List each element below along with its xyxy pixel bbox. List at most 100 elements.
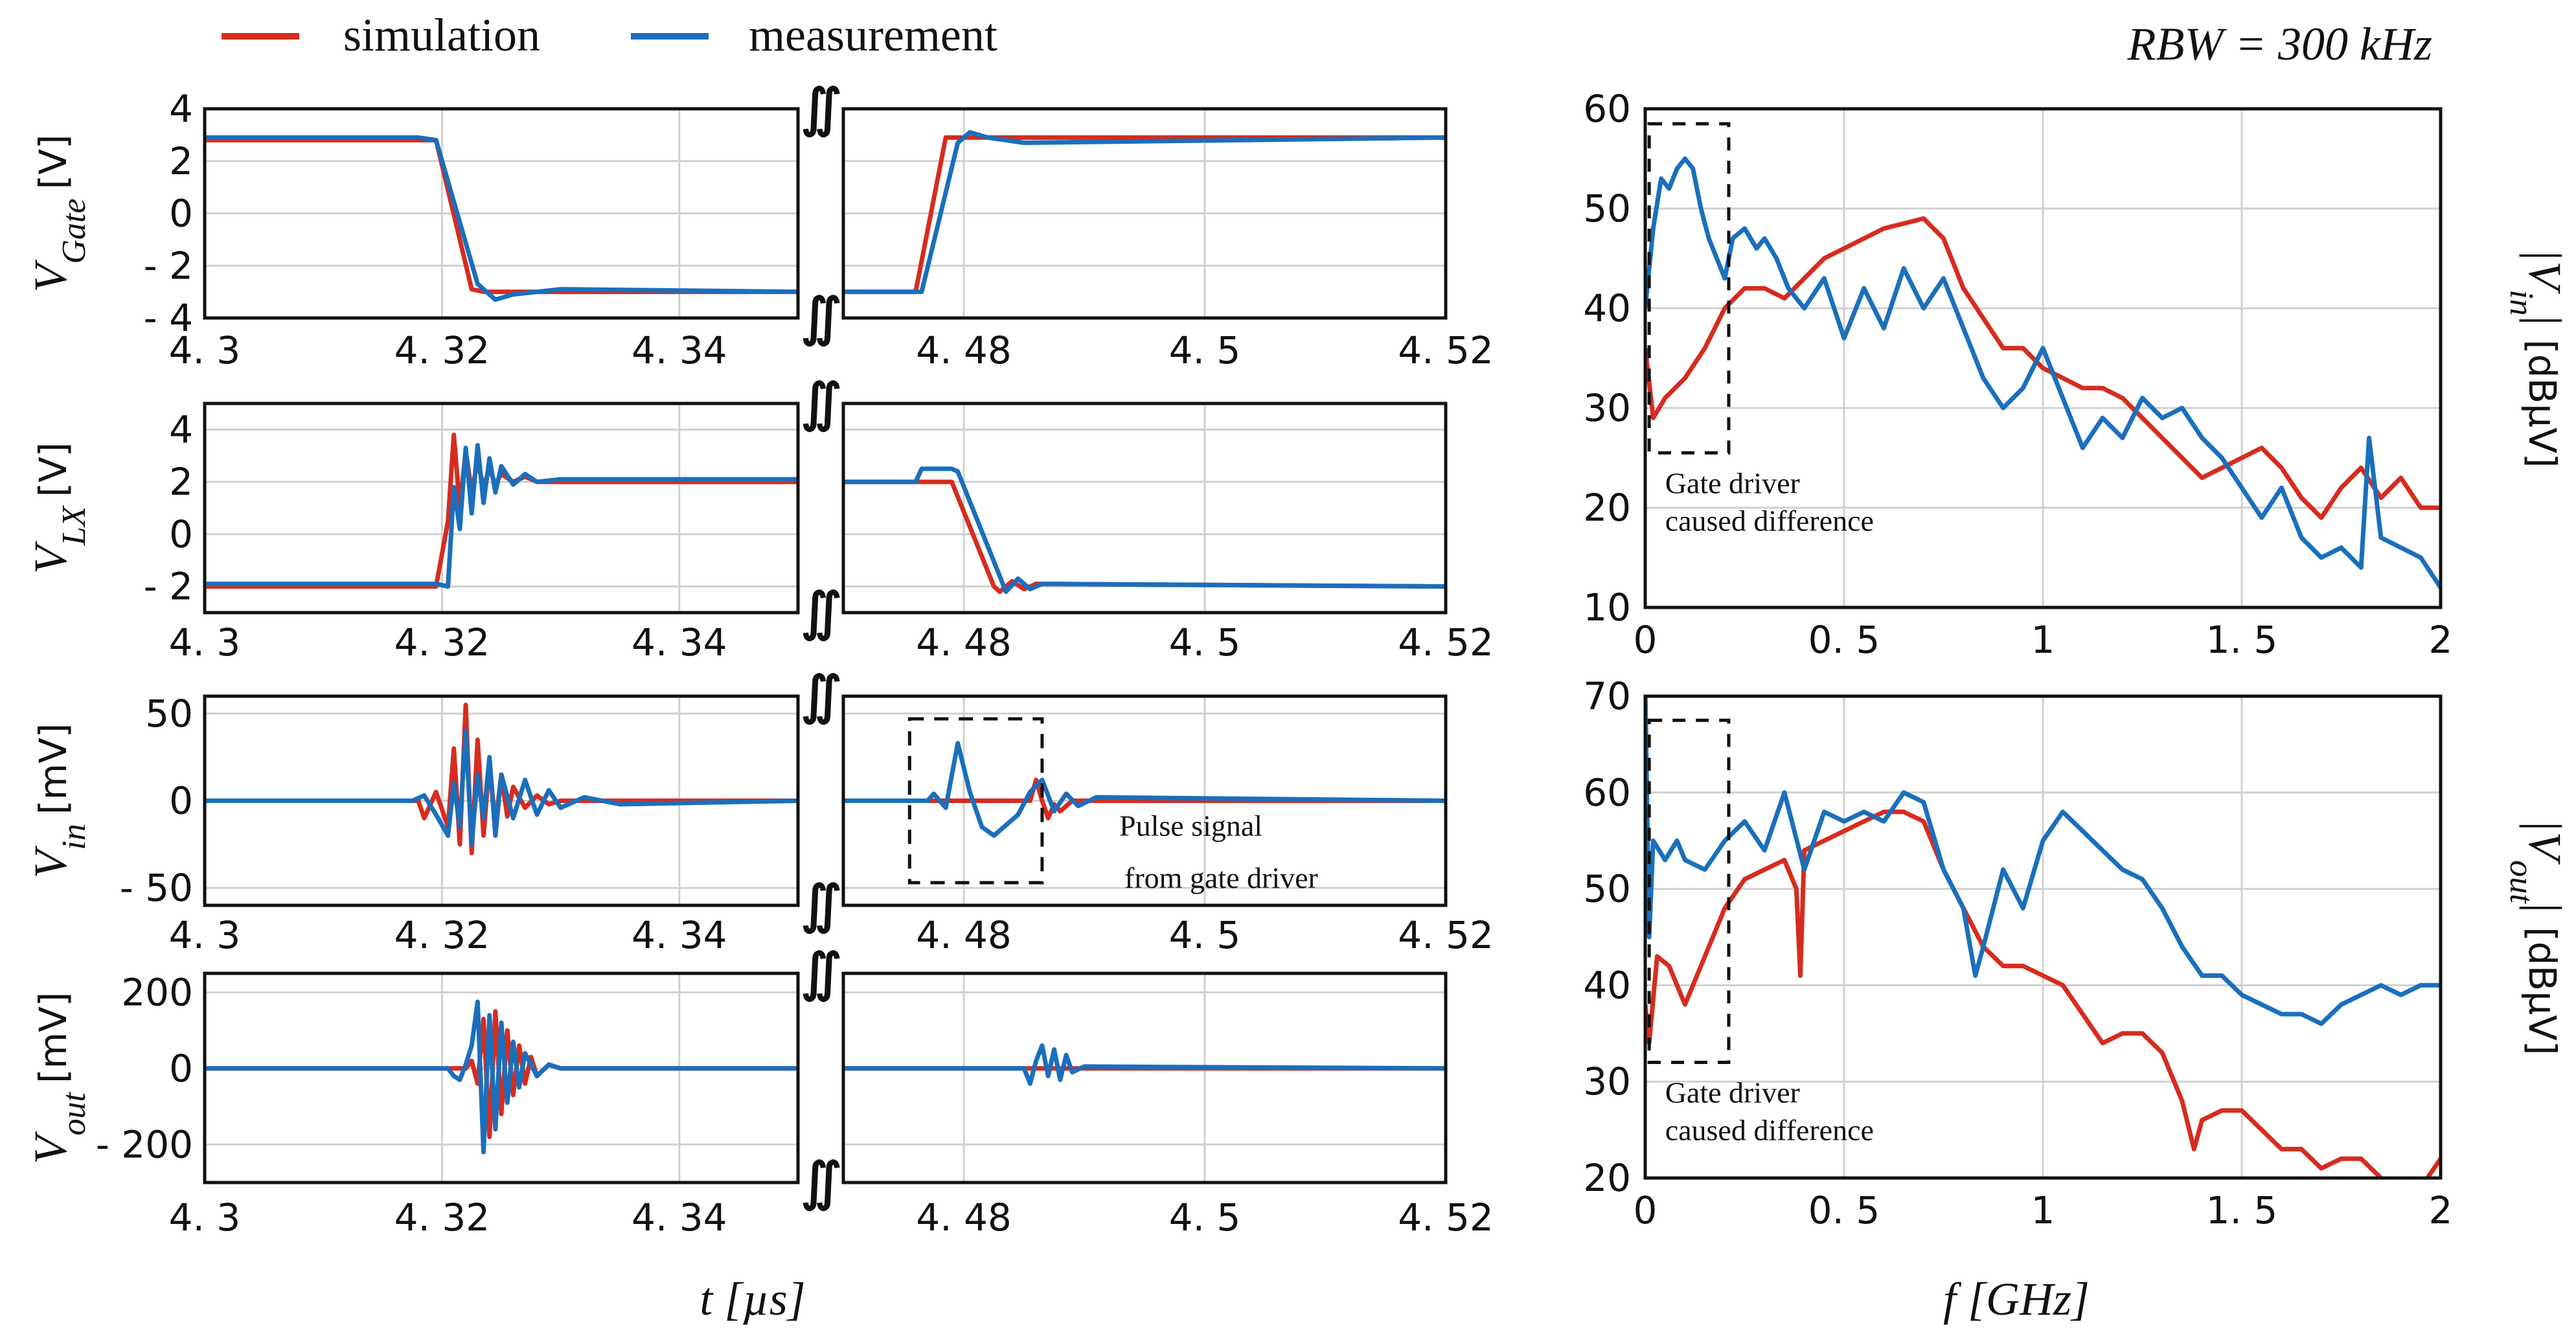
y-tick-label: - 4 [144, 296, 193, 340]
annotation-line-1: Gate driver [1665, 466, 1800, 499]
x-tick-label: 2 [2429, 1188, 2453, 1232]
x-axis-label-time: t [µs] [700, 1273, 806, 1325]
panel-spec_vin: 60 50 40 30 20 100 0. 5 1 1. 5 2 Gate driver caused… [1583, 87, 2571, 662]
x-axis-label-frequency: f [GHz] [1943, 1273, 2090, 1325]
x-tick-label: 4. 48 [916, 913, 1012, 957]
series-line-measurement [205, 135, 798, 302]
axis-break-icon: ∬ [801, 668, 841, 725]
axes-frame [841, 694, 1448, 907]
panel-vlx: 4. 3 4. 32 4. 34 4. 48 4. 5 4. 52 4 2 0 - 2 ∬ ∬ VLX[… [25, 375, 1494, 664]
y-tick-label: 2 [169, 460, 193, 504]
x-tick-label: 4. 48 [916, 328, 1012, 372]
legend: simulation measurement [222, 9, 997, 61]
legend-label-simulation: simulation [343, 9, 540, 61]
y-tick-label: - 50 [120, 866, 193, 910]
axis-break-icon: ∬ [801, 584, 841, 642]
axis-break-icon: ∬ [801, 375, 841, 433]
axes-frame [203, 694, 800, 907]
y-tick-label: 40 [1583, 963, 1631, 1007]
axes-frame [1643, 694, 2443, 1180]
x-tick-label: 1 [2031, 618, 2055, 662]
x-tick-label: 4. 5 [1169, 913, 1241, 957]
y-tick-label: 10 [1583, 585, 1631, 629]
axis-break-icon: ∬ [801, 1154, 841, 1212]
series-line-measurement [843, 1043, 1446, 1086]
series-line-simulation [205, 433, 798, 589]
y-tick-label: - 2 [144, 243, 193, 288]
x-tick-label: 4. 32 [394, 913, 490, 957]
series-line-measurement [205, 999, 798, 1155]
x-tick-label: 4. 5 [1169, 328, 1241, 372]
x-tick-label: 0 [1634, 1188, 1658, 1232]
axes-frame [841, 971, 1448, 1184]
series-line-simulation [843, 777, 1446, 821]
series-line-simulation [205, 137, 798, 295]
x-tick-label: 0. 5 [1808, 618, 1880, 662]
x-tick-label: 4. 34 [632, 913, 727, 957]
annotation-line-2: from gate driver [1124, 861, 1318, 894]
y-tick-label: 30 [1583, 386, 1631, 430]
series-line-measurement [205, 443, 798, 589]
y-tick-label: 20 [1583, 1156, 1631, 1200]
y-tick-label: 30 [1583, 1059, 1631, 1104]
highlight-box [1647, 718, 1731, 1064]
series-line-simulation [1645, 810, 2441, 1178]
y-tick-label: 40 [1583, 286, 1631, 330]
y-tick-label: 200 [121, 970, 193, 1014]
y-tick-label: - 200 [96, 1122, 193, 1166]
x-tick-label: 4. 34 [632, 1195, 727, 1240]
x-tick-label: 4. 48 [916, 620, 1012, 664]
y-tick-label: 4 [169, 87, 193, 131]
annotation-line-1: Gate driver [1665, 1076, 1800, 1109]
y-tick-label: 0 [169, 1047, 193, 1091]
y-tick-label: 50 [145, 692, 193, 736]
panel-vout: 4. 3 4. 32 4. 34 4. 48 4. 5 4. 52 200 0 - 200 ∬ ∬ V… [25, 945, 1494, 1240]
annotation-line-2: caused difference [1665, 1113, 1874, 1146]
x-tick-label: 4. 3 [169, 620, 241, 664]
panel-vgate: 4. 3 4. 32 4. 34 4. 48 4. 5 4. 52 4 2 0 - 2 - 4 ∬ ∬ V… [25, 80, 1494, 372]
series-line-measurement [1645, 156, 2441, 589]
x-tick-label: 1. 5 [2206, 1188, 2278, 1232]
y-tick-label: 4 [169, 407, 193, 451]
y-tick-label: 70 [1583, 674, 1631, 718]
series-line-measurement [205, 729, 798, 847]
x-tick-label: 4. 34 [632, 620, 727, 664]
x-tick-label: 0. 5 [1808, 1188, 1880, 1232]
x-tick-label: 4. 32 [394, 1195, 490, 1240]
series-line-measurement [843, 741, 1446, 838]
axis-break-icon: ∬ [801, 80, 841, 138]
highlight-box [1647, 122, 1731, 455]
annotation-line-1: Pulse signal [1119, 809, 1262, 842]
axes-frame [203, 107, 800, 320]
x-tick-label: 4. 3 [169, 328, 241, 372]
axes-frame [1643, 107, 2443, 609]
axes-frame [203, 402, 800, 615]
x-tick-label: 0 [1634, 618, 1658, 662]
x-tick-label: 4. 3 [169, 1195, 241, 1240]
y-tick-label: 0 [169, 512, 193, 556]
y-tick-label: 50 [1583, 187, 1631, 231]
x-tick-label: 4. 52 [1398, 328, 1494, 372]
x-tick-label: 4. 52 [1398, 913, 1494, 957]
y-tick-label: 50 [1583, 867, 1631, 911]
x-tick-label: 4. 3 [169, 913, 241, 957]
y-axis-label: Vout[mV] [25, 992, 93, 1164]
y-tick-label: 60 [1583, 87, 1631, 131]
y-axis-label: VGate[V] [25, 134, 93, 292]
y-tick-label: - 2 [144, 565, 193, 609]
axis-break-icon: ∬ [801, 877, 841, 934]
axis-break-icon: ∬ [801, 945, 841, 1002]
series-line-measurement [843, 130, 1446, 295]
rbw-label: RBW = 300 kHz [2127, 18, 2433, 70]
x-tick-label: 1. 5 [2206, 618, 2278, 662]
legend-label-measurement: measurement [749, 9, 997, 61]
x-tick-label: 4. 34 [632, 328, 727, 372]
x-tick-label: 4. 52 [1398, 620, 1494, 664]
axis-break-icon: ∬ [801, 289, 841, 347]
y-tick-label: 2 [169, 139, 193, 183]
y-tick-label: 0 [169, 192, 193, 236]
x-tick-label: 4. 5 [1169, 620, 1241, 664]
y-axis-label: |Vout|[dBµV] [2503, 819, 2571, 1055]
